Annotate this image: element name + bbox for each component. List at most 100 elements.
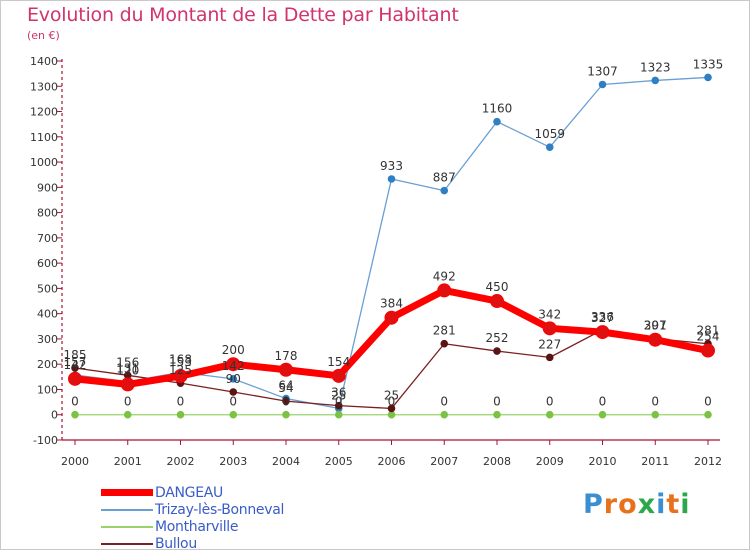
data-point: [701, 343, 715, 358]
legend-swatch: [101, 543, 153, 545]
data-point: [226, 357, 241, 372]
y-tick-label: 200: [37, 358, 58, 371]
x-tick-label: 2011: [641, 455, 669, 468]
data-point: [282, 397, 290, 405]
data-label: 54: [278, 381, 293, 395]
data-label: 0: [282, 395, 290, 409]
data-label: 301: [644, 319, 667, 333]
y-tick-label: 100: [37, 383, 58, 396]
data-label: 0: [651, 395, 659, 409]
data-point: [71, 410, 79, 419]
logo-letter: x: [637, 489, 657, 520]
data-point: [229, 375, 238, 383]
data-point: [598, 80, 607, 89]
data-point: [71, 364, 79, 372]
data-label: 281: [697, 324, 720, 338]
data-point: [545, 353, 554, 362]
x-tick-label: 2005: [325, 455, 353, 468]
data-label: 342: [538, 307, 561, 321]
y-tick-label: 600: [37, 257, 58, 270]
data-label: 185: [64, 348, 87, 362]
data-label: 0: [599, 395, 607, 409]
data-label: 142: [64, 358, 87, 372]
data-point: [704, 73, 712, 82]
x-tick-label: 2007: [430, 455, 458, 468]
x-tick-label: 2001: [114, 455, 142, 468]
data-point: [384, 310, 399, 325]
x-tick-label: 2009: [536, 455, 564, 468]
data-point: [279, 362, 293, 377]
data-label: 200: [222, 343, 245, 357]
data-point: [493, 410, 501, 419]
data-point: [542, 321, 557, 336]
data-label: 64: [278, 379, 293, 393]
unit-label: (en €): [27, 29, 60, 42]
y-tick-label: 1000: [30, 156, 58, 169]
legend-label: Bullou: [155, 536, 197, 552]
x-tick-label: 2000: [61, 455, 89, 468]
y-tick-label: 700: [37, 232, 58, 245]
y-tick-label: 500: [37, 282, 58, 295]
logo-letter: i: [680, 489, 691, 520]
x-tick-label: 2006: [378, 455, 406, 468]
data-point: [545, 410, 554, 419]
data-point: [229, 388, 238, 396]
data-point: [598, 410, 607, 419]
data-point: [493, 117, 501, 126]
legend-swatch: [101, 509, 153, 511]
data-label: 1059: [534, 127, 565, 141]
data-point: [387, 404, 396, 413]
data-label: 227: [538, 337, 561, 351]
y-tick-label: 800: [37, 207, 58, 220]
data-point: [651, 410, 660, 419]
data-label: 178: [275, 349, 298, 363]
data-label: 0: [229, 395, 237, 409]
y-tick-label: 300: [37, 333, 58, 346]
data-point: [120, 377, 135, 392]
data-point: [440, 186, 449, 195]
data-point: [545, 143, 554, 151]
data-label: 0: [177, 395, 185, 409]
data-point: [440, 339, 449, 348]
data-point: [648, 332, 663, 347]
proxiti-logo: Proxiti: [583, 489, 691, 520]
y-tick-label: 1400: [30, 55, 58, 68]
x-tick-label: 2002: [167, 455, 195, 468]
legend-label: Trizay-lès-Bonneval: [155, 502, 285, 518]
data-label: 90: [226, 372, 241, 386]
data-point: [387, 175, 396, 183]
data-label: 297: [644, 319, 667, 333]
y-tick-label: -100: [33, 434, 58, 447]
data-point: [334, 410, 343, 419]
data-point: [490, 294, 504, 309]
logo-letter: P: [583, 489, 604, 520]
data-label: 156: [116, 355, 139, 369]
data-label: 1335: [693, 57, 724, 71]
data-label: 131: [116, 362, 139, 376]
data-point: [334, 401, 343, 410]
data-label: 492: [433, 269, 456, 283]
data-label: 933: [380, 159, 403, 173]
data-point: [440, 410, 449, 419]
x-tick-label: 2012: [694, 455, 722, 468]
data-label: 0: [493, 395, 501, 409]
data-label: 0: [335, 395, 343, 409]
legend-label: Montharville: [155, 519, 239, 535]
data-label: 25: [331, 388, 346, 402]
data-label: 281: [433, 324, 456, 338]
data-point: [282, 410, 290, 419]
data-label: 887: [433, 171, 456, 185]
data-label: 168: [169, 352, 192, 366]
data-label: 0: [388, 395, 396, 409]
x-tick-label: 2010: [589, 455, 617, 468]
legend-swatch: [101, 489, 153, 496]
data-label: 1323: [640, 60, 671, 74]
y-tick-label: 0: [51, 409, 58, 422]
x-tick-label: 2004: [272, 455, 300, 468]
data-point: [493, 347, 501, 355]
data-label: 0: [71, 395, 79, 409]
data-point: [173, 369, 188, 384]
data-label: 450: [486, 280, 509, 294]
